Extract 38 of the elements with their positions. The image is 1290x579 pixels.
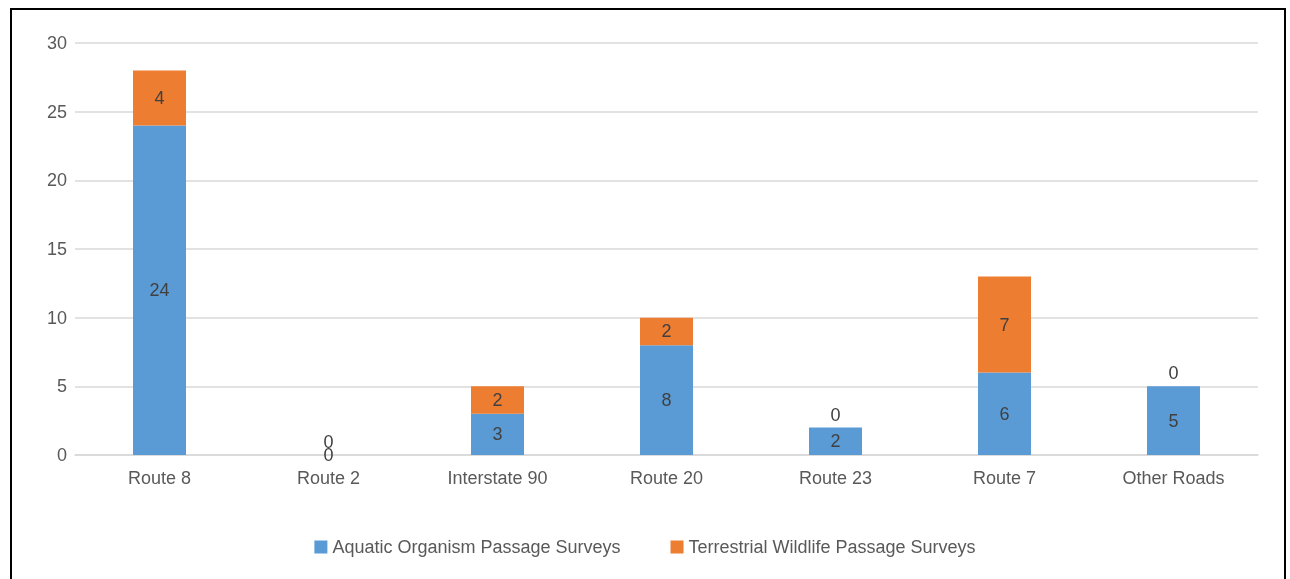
y-tick-label: 0 xyxy=(56,445,67,465)
data-label: 8 xyxy=(661,390,672,411)
bar xyxy=(1147,386,1200,455)
data-label: 0 xyxy=(1168,363,1179,384)
x-tick-label: Route 23 xyxy=(798,468,873,488)
y-tick-label: 20 xyxy=(46,170,67,191)
x-tick-label: Route 2 xyxy=(296,468,361,488)
x-tick-label: Route 8 xyxy=(127,468,192,488)
y-tick-label: 25 xyxy=(46,101,67,122)
data-label: 2 xyxy=(492,390,503,411)
data-label: 0 xyxy=(830,404,841,425)
bar xyxy=(978,372,1031,455)
y-tick-label: 10 xyxy=(46,307,67,328)
y-tick-label: 5 xyxy=(56,376,67,397)
y-tick-label: 30 xyxy=(46,33,67,53)
data-label: 2 xyxy=(661,321,672,342)
data-label: 7 xyxy=(999,314,1010,335)
bar xyxy=(978,276,1031,373)
data-label: 4 xyxy=(154,87,165,108)
data-label: 24 xyxy=(149,280,170,301)
bar xyxy=(133,70,186,126)
bar xyxy=(640,345,693,455)
y-tick-label: 15 xyxy=(46,239,67,259)
bar xyxy=(471,386,524,414)
data-label: 2 xyxy=(830,431,841,452)
legend-label: Aquatic Organism Passage Surveys xyxy=(332,537,621,557)
x-tick-label: Route 7 xyxy=(972,468,1037,488)
bar xyxy=(133,125,186,455)
x-tick-label: Interstate 90 xyxy=(447,468,548,488)
bar xyxy=(640,317,693,346)
legend-label: Terrestrial Wildlife Passage Surveys xyxy=(688,537,976,557)
data-label: 3 xyxy=(492,424,503,445)
bar xyxy=(471,413,524,455)
x-tick-label: Route 20 xyxy=(629,468,704,488)
data-label: 5 xyxy=(1168,410,1179,431)
bar xyxy=(809,427,862,455)
x-tick-label: Other Roads xyxy=(1122,468,1225,488)
data-label: 6 xyxy=(999,403,1010,424)
